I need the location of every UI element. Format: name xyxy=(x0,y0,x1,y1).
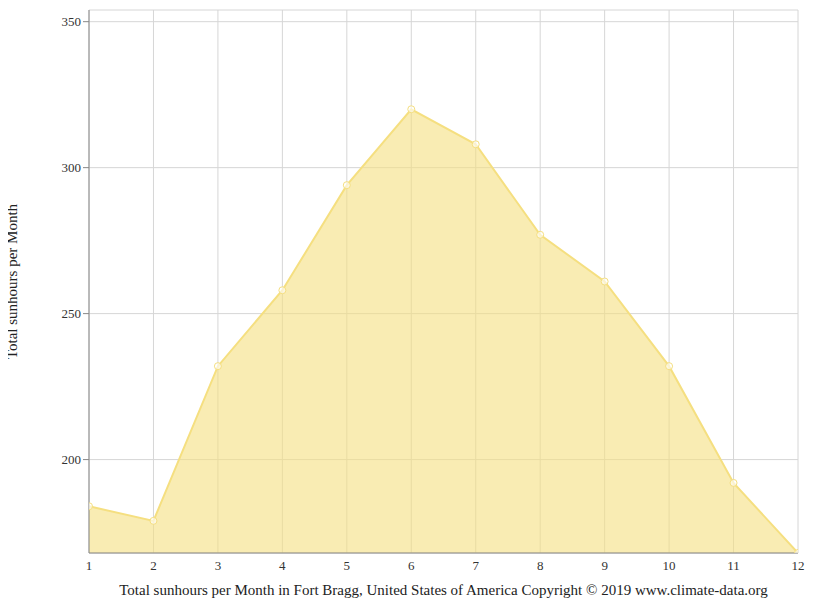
svg-text:1: 1 xyxy=(86,558,93,573)
svg-text:300: 300 xyxy=(62,160,82,175)
html-text:Total sunhours per Month in Fo: Total sunhours per Month in Fort Bragg, … xyxy=(119,582,768,598)
svg-text:9: 9 xyxy=(601,558,608,573)
svg-text:10: 10 xyxy=(663,558,676,573)
svg-text:8: 8 xyxy=(537,558,544,573)
svg-text:3: 3 xyxy=(215,558,222,573)
svg-text:6: 6 xyxy=(408,558,415,573)
svg-text:7: 7 xyxy=(472,558,479,573)
svg-text:250: 250 xyxy=(62,306,82,321)
svg-text:5: 5 xyxy=(344,558,351,573)
svg-text:12: 12 xyxy=(792,558,805,573)
svg-text:200: 200 xyxy=(62,452,82,467)
svg-text:2: 2 xyxy=(150,558,157,573)
svg-text:Total sunhours per Month: Total sunhours per Month xyxy=(8,203,20,359)
svg-text:350: 350 xyxy=(62,14,82,29)
svg-text:4: 4 xyxy=(279,558,286,573)
svg-text:11: 11 xyxy=(727,558,740,573)
